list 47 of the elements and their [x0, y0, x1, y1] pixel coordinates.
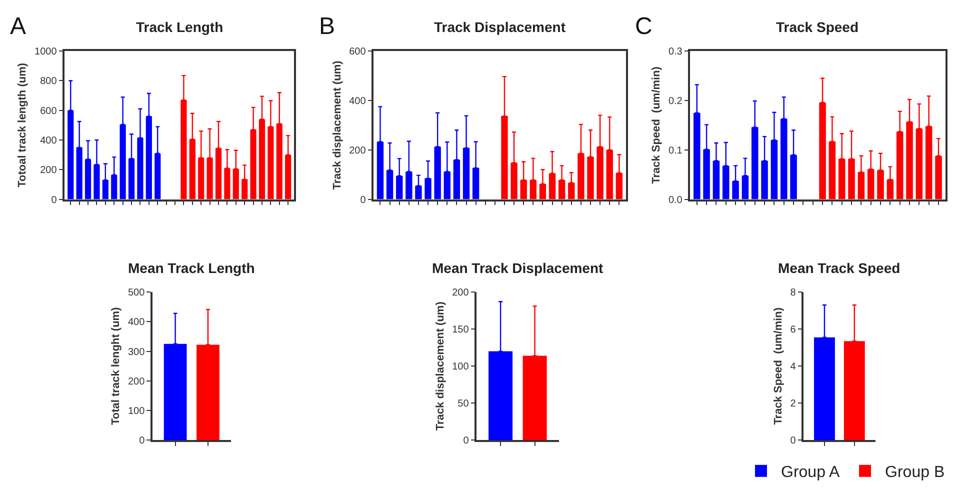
y-tick-label: 0	[139, 436, 146, 447]
y-tick-label: 0.2	[668, 96, 683, 107]
text: A	[10, 13, 26, 40]
y-tick-label: 400	[349, 96, 366, 107]
y-axis-title: Track displacement (um)	[434, 301, 446, 431]
y-tick-label: 800	[40, 76, 58, 88]
y-axis-title: Track Speed (um/min)	[772, 307, 784, 425]
y-tick-label: 150	[452, 324, 470, 336]
chart-title: Mean Track Displacement	[432, 260, 604, 276]
y-tick-label: 8	[790, 288, 796, 299]
legend-label: Group A	[781, 464, 840, 482]
y-tick-label: 4	[790, 362, 796, 373]
chart-title: Mean Track Speed	[778, 260, 900, 276]
text: B	[319, 13, 336, 40]
y-tick-label: 200	[452, 288, 470, 299]
chart-title: Track Length	[136, 19, 224, 35]
y-tick-label: 2	[790, 398, 796, 410]
y-tick-label: 0.0	[668, 194, 683, 206]
y-tick-label: 600	[40, 106, 58, 117]
y-tick-label: 50	[458, 398, 470, 410]
y-tick-label: 6	[790, 324, 796, 336]
y-tick-label: 1000	[34, 46, 58, 58]
chart-title: Track Speed	[776, 19, 858, 35]
y-tick-label: 0.1	[668, 145, 683, 156]
y-tick-label: 200	[349, 145, 366, 156]
y-axis-title: Totoal track length (um)	[16, 62, 29, 188]
y-tick-label: 0.3	[668, 46, 683, 58]
y-tick-label: 200	[40, 165, 58, 176]
y-tick-label: 500	[128, 288, 146, 299]
y-axis-title: Track displacement (um)	[331, 60, 344, 190]
y-tick-label: 100	[452, 362, 470, 373]
y-tick-label: 600	[349, 46, 366, 58]
y-tick-label: 400	[40, 136, 58, 147]
y-axis-title: Total track lenght (um)	[110, 306, 122, 425]
y-tick-label: 100	[128, 406, 146, 418]
y-tick-label: 0	[790, 436, 796, 447]
legend-label: Group B	[885, 464, 945, 482]
chart-title: Track Displacement	[434, 19, 566, 35]
y-axis-title: Track Speed (um/min)	[650, 66, 663, 184]
y-tick-label: 400	[128, 317, 146, 328]
y-tick-label: 300	[128, 346, 146, 358]
y-tick-label: 0	[360, 194, 366, 206]
y-tick-label: 0	[51, 194, 58, 206]
y-tick-label: 200	[128, 376, 146, 388]
chart-title: Mean Track Length	[128, 260, 255, 276]
y-tick-label: 0	[463, 436, 470, 447]
text: C	[635, 13, 652, 40]
